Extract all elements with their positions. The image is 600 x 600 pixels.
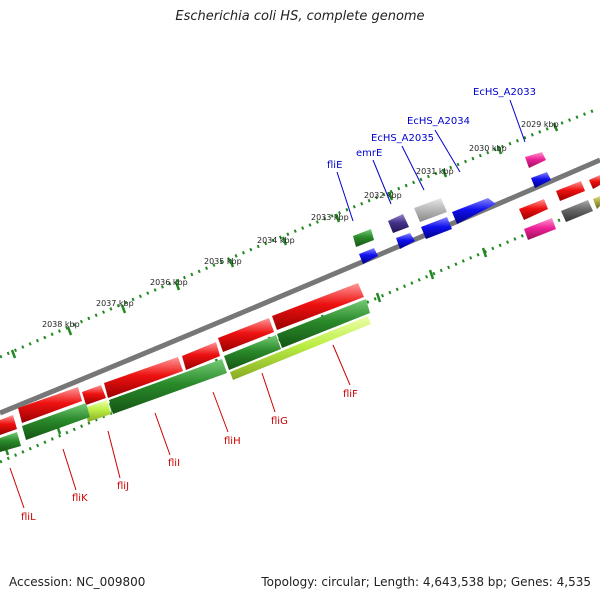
gene-echs-a2033-feature[interactable] (525, 152, 546, 168)
gene-right-olive[interactable] (593, 196, 600, 209)
gene-flik-feature[interactable] (18, 387, 82, 423)
tick-label-2035: 2035 kbp (204, 257, 242, 266)
gene-flif-feature-2[interactable] (277, 299, 370, 348)
gene-echs-a2034-feature[interactable] (452, 198, 496, 224)
genome-backbone (0, 157, 600, 416)
gene-label-flil[interactable]: fliL (21, 512, 36, 523)
gene-flih-feature[interactable] (182, 342, 220, 370)
gene-label-flif[interactable]: fliF (343, 389, 358, 400)
gene-right-red-2[interactable] (589, 175, 600, 189)
gene-emre-feature-2[interactable] (396, 233, 415, 249)
tick-label-2033: 2033 kbp (311, 213, 349, 222)
gene-flig-feature[interactable] (218, 318, 274, 352)
gene-flie-feature[interactable] (353, 229, 374, 247)
gene-right-red-1[interactable] (556, 181, 585, 201)
gene-flig-feature-2[interactable] (224, 335, 281, 370)
tick-label-2034: 2034 kbp (257, 236, 295, 245)
gene-flij-feature-2[interactable] (84, 400, 111, 422)
gene-flil-feature-2[interactable] (0, 432, 21, 452)
gene-label-flig[interactable]: fliG (271, 416, 288, 427)
bottom-leader-lines (9, 344, 351, 509)
tick-label-2030: 2030 kbp (469, 144, 507, 153)
tick-label-2029: 2029 kbp (521, 120, 559, 129)
gene-echs-a2033-blue-feature[interactable] (531, 172, 551, 188)
gene-label-emre[interactable]: emrE (356, 148, 382, 159)
tick-label-2032: 2032 kbp (364, 191, 402, 200)
gene-emre-feature[interactable] (388, 214, 409, 233)
gene-echs-a2034-feature-2[interactable] (421, 217, 452, 239)
gene-right-pink[interactable] (524, 218, 556, 240)
gene-flif-feature[interactable] (272, 283, 364, 330)
gene-flik-feature-2[interactable] (22, 403, 90, 440)
gene-flif-lime-band[interactable] (230, 316, 371, 380)
tick-label-2038: 2038 kbp (42, 320, 80, 329)
gene-echs-a2035-feature[interactable] (414, 198, 447, 222)
gene-label-flik[interactable]: fliK (72, 493, 88, 504)
tick-label-2037: 2037 kbp (96, 299, 134, 308)
gene-label-flie[interactable]: fliE (327, 160, 342, 171)
tick-label-2036: 2036 kbp (150, 278, 188, 287)
top-leader-lines (336, 99, 526, 222)
gene-label-echs-a2035[interactable]: EcHS_A2035 (371, 133, 434, 144)
gene-label-flih[interactable]: fliH (224, 436, 241, 447)
gene-right-gray[interactable] (561, 200, 593, 222)
genome-summary-text: Topology: circular; Length: 4,643,538 bp… (261, 575, 591, 589)
tick-label-2031: 2031 kbp (416, 167, 454, 176)
accession-text: Accession: NC_009800 (9, 575, 146, 589)
map-title: Escherichia coli HS, complete genome (175, 9, 425, 24)
gene-label-flij[interactable]: fliJ (117, 481, 129, 492)
outer-major-ticks (10, 122, 559, 359)
gene-right-red-3[interactable] (519, 199, 548, 220)
gene-flie-feature-2[interactable] (359, 248, 378, 264)
gene-flij-feature[interactable] (82, 385, 106, 405)
gene-flil-feature[interactable] (0, 415, 17, 435)
gene-fliI-feature[interactable] (104, 357, 183, 398)
gene-label-flii[interactable]: fliI (168, 458, 180, 469)
outer-tick-track (0, 108, 596, 359)
gene-label-echs-a2033[interactable]: EcHS_A2033 (473, 87, 536, 98)
gene-label-echs-a2034[interactable]: EcHS_A2034 (407, 116, 470, 127)
gene-flii-feature-2[interactable] (109, 359, 227, 414)
